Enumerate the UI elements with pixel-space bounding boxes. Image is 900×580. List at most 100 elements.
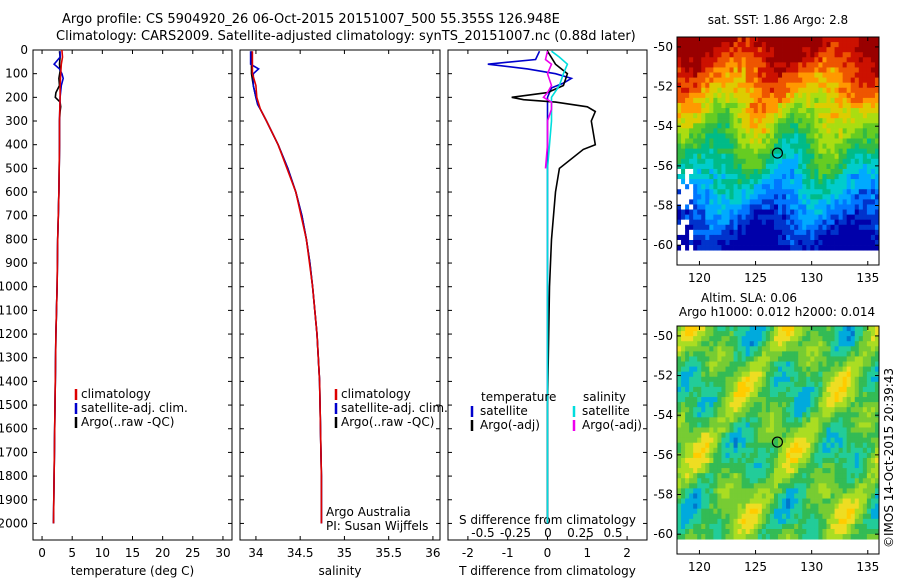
heatmap-cell [802, 493, 807, 499]
heatmap-cell [745, 432, 751, 439]
heatmap-cell [733, 478, 738, 484]
heatmap-cell [854, 473, 860, 479]
heatmap-cell [713, 386, 718, 393]
heatmap-cell [729, 234, 734, 241]
heatmap-cell [765, 361, 771, 367]
x-tick-label: 25 [185, 546, 200, 560]
heatmap-cell [866, 37, 872, 43]
heatmap-cell [826, 123, 831, 129]
heatmap-cell [786, 473, 791, 479]
x-axis-label: salinity [318, 564, 361, 578]
heatmap-cell [681, 523, 686, 530]
heatmap-cell [826, 239, 831, 246]
heatmap-cell [826, 113, 831, 119]
heatmap-cell [721, 234, 726, 241]
heatmap-cell [729, 412, 734, 418]
heatmap-cell [850, 67, 856, 73]
heatmap-cell [717, 204, 722, 210]
heatmap-cell [826, 199, 831, 205]
heatmap-cell [826, 163, 831, 170]
heatmap-cell [737, 407, 743, 413]
heatmap-cell [729, 184, 734, 190]
heatmap-cell [834, 224, 839, 231]
heatmap-cell [826, 47, 831, 53]
heatmap-cell [733, 417, 738, 423]
heatmap-cell [677, 346, 682, 352]
heatmap-cell [757, 72, 763, 78]
heatmap-cell [790, 123, 795, 129]
heatmap-cell [681, 432, 686, 439]
heatmap-cell [753, 97, 759, 104]
heatmap-cell [818, 234, 823, 241]
heatmap-cell [737, 153, 743, 160]
heatmap-cell [838, 326, 844, 332]
heatmap-cell [874, 108, 880, 114]
heatmap-cell [830, 488, 835, 494]
heatmap-cell [874, 158, 880, 165]
heatmap-cell [834, 381, 839, 388]
heatmap-cell [693, 209, 698, 215]
heatmap-cell [713, 52, 718, 58]
heatmap-cell [769, 42, 775, 48]
depth-tick-label: 1900 [0, 493, 28, 507]
heatmap-cell [765, 87, 771, 94]
heatmap-cell [705, 498, 710, 504]
heatmap-cell [689, 366, 694, 373]
heatmap-cell [681, 468, 686, 474]
heatmap-cell [834, 234, 839, 241]
heatmap-cell [717, 508, 722, 515]
heatmap-cell [705, 518, 710, 525]
heatmap-cell [798, 184, 803, 190]
heatmap-cell [729, 356, 734, 362]
heatmap-cell [826, 534, 831, 540]
heatmap-cell [685, 82, 690, 89]
heatmap-cell [749, 508, 755, 515]
heatmap-cell [677, 67, 682, 73]
heatmap-cell [778, 245, 783, 251]
heatmap-cell [818, 184, 823, 190]
heatmap-cell [834, 52, 839, 58]
heatmap-cell [701, 336, 706, 342]
heatmap-cell [753, 391, 759, 398]
heatmap-cell [790, 518, 795, 525]
heatmap-cell [822, 62, 827, 68]
heatmap-cell [741, 473, 747, 479]
heatmap-cell [802, 376, 807, 383]
heatmap-cell [866, 174, 872, 180]
heatmap-cell [733, 245, 738, 251]
heatmap-cell [689, 493, 694, 499]
heatmap-cell [794, 102, 799, 109]
heatmap-cell [713, 72, 718, 78]
heatmap-cell [697, 412, 702, 418]
heatmap-cell [677, 153, 682, 160]
heatmap-cell [717, 102, 722, 109]
heatmap-cell [834, 503, 839, 510]
heatmap-cell [765, 184, 771, 190]
heatmap-cell [806, 199, 811, 205]
heatmap-cell [834, 148, 839, 155]
heatmap-cell [854, 199, 860, 205]
heatmap-cell [773, 437, 779, 444]
heatmap-cell [709, 62, 714, 68]
heatmap-cell [725, 508, 730, 515]
heatmap-cell [737, 92, 743, 99]
heatmap-cell [790, 204, 795, 210]
heatmap-cell [733, 534, 738, 540]
heatmap-cell [778, 518, 783, 525]
heatmap-cell [773, 234, 779, 241]
heatmap-cell [814, 488, 819, 494]
heatmap-cell [709, 473, 714, 479]
heatmap-cell [790, 473, 795, 479]
heatmap-cell [753, 503, 759, 510]
heatmap-cell [693, 234, 698, 241]
heatmap-cell [681, 447, 686, 454]
heatmap-cell [862, 199, 868, 205]
heatmap-cell [798, 391, 803, 398]
heatmap-cell [765, 37, 771, 43]
heatmap-cell [794, 432, 799, 439]
heatmap-cell [697, 397, 702, 403]
heatmap-cell [769, 473, 775, 479]
heatmap-cell [814, 229, 819, 236]
heatmap-cell [733, 138, 738, 144]
heatmap-cell [761, 371, 767, 378]
